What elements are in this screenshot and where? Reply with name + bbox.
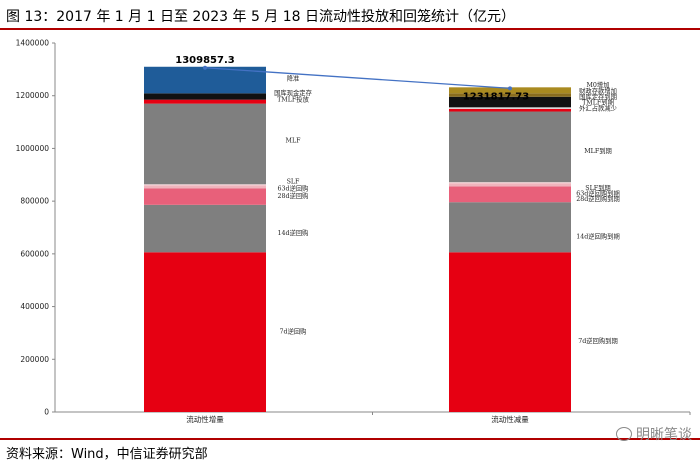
stacked-bar-chart: 0 200000 400000 600000 800000 1000000 1200000 1… xyxy=(16,39,691,424)
bar-segment xyxy=(449,202,571,253)
title-row: 图 13：2017 年 1 月 1 日至 2023 年 5 月 18 日流动性投… xyxy=(0,0,700,28)
bar-segment xyxy=(144,188,266,205)
y-tick-label: 400000 xyxy=(20,302,49,311)
segment-label: SLF xyxy=(287,178,300,185)
segment-label: 63d逆回购 xyxy=(278,183,309,192)
segment-label: MLF xyxy=(286,138,302,145)
bar-segment xyxy=(144,93,266,100)
segment-label: TMLF到期 xyxy=(582,99,614,107)
total-label: 1309857.3 xyxy=(175,55,235,66)
total-label: 1231817.73 xyxy=(463,91,529,102)
watermark: 明晰笔谈 xyxy=(616,424,692,444)
bar-segment xyxy=(449,111,571,183)
segment-label: 7d逆回购到期 xyxy=(578,336,618,345)
bar-segment xyxy=(449,93,571,97)
y-tick-label: 800000 xyxy=(20,197,49,206)
y-tick-label: 200000 xyxy=(20,355,49,364)
category-label: 流动性减量 xyxy=(491,414,529,424)
bar-segment xyxy=(449,107,571,109)
total-marker xyxy=(508,86,512,91)
wechat-icon xyxy=(616,427,632,441)
bar-segment xyxy=(449,182,571,184)
segment-label: 63d逆回购到期 xyxy=(576,188,620,197)
y-tick-label: 1400000 xyxy=(16,39,50,48)
bar-segment xyxy=(144,103,266,185)
y-tick-label: 1200000 xyxy=(16,91,50,100)
bar-segment xyxy=(144,99,266,104)
y-tick-label: 600000 xyxy=(20,249,49,258)
bar-segment xyxy=(144,252,266,412)
watermark-text: 明晰笔谈 xyxy=(636,427,692,443)
segment-label: 国库定存到期 xyxy=(579,92,617,101)
bar-segment xyxy=(449,183,571,187)
bar-segment xyxy=(144,184,266,186)
y-tick-label: 1000000 xyxy=(16,144,50,153)
category-label: 流动性增量 xyxy=(186,414,224,424)
segment-label: 财政存款增加 xyxy=(579,86,617,95)
bar-segment xyxy=(449,87,571,94)
segment-label: 28d逆回购 xyxy=(278,191,309,200)
y-tick-label: 0 xyxy=(44,408,49,417)
segment-label: 14d逆回购到期 xyxy=(576,232,620,241)
total-connector-line xyxy=(204,67,511,89)
segment-label: M0增加 xyxy=(586,80,609,89)
segment-label: TMLF投放 xyxy=(277,95,309,104)
source-note: 资料来源：Wind，中信证券研究部 xyxy=(6,447,208,462)
bar-segment xyxy=(144,185,266,189)
title-rule xyxy=(0,28,700,30)
bar-segment xyxy=(449,96,571,108)
bar-segment xyxy=(449,252,571,412)
segment-label: 28d逆回购到期 xyxy=(576,194,620,203)
segment-label: 降准 xyxy=(287,74,300,83)
total-marker xyxy=(203,65,207,70)
segment-label: 14d逆回购 xyxy=(278,228,309,237)
bar-segment xyxy=(449,108,571,112)
segment-label: 外汇占款减少 xyxy=(579,103,617,112)
bar-segment xyxy=(144,204,266,253)
segment-label: 国库现金定存 xyxy=(274,88,312,97)
bar-segment xyxy=(144,66,266,94)
source-rule xyxy=(0,438,700,440)
segment-label: SLF到期 xyxy=(585,184,610,192)
chart-title: 图 13：2017 年 1 月 1 日至 2023 年 5 月 18 日流动性投… xyxy=(6,9,516,25)
segment-label: 7d逆回购 xyxy=(280,327,307,336)
bar-segment xyxy=(449,186,571,203)
segment-label: MLF到期 xyxy=(584,147,612,155)
